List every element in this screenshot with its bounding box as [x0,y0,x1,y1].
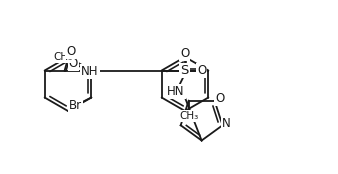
Text: O: O [66,45,75,58]
Text: O: O [69,57,78,70]
Text: CH₃: CH₃ [54,52,73,61]
Text: HN: HN [167,85,184,98]
Text: S: S [180,64,189,77]
Text: NH: NH [81,65,98,78]
Text: O: O [180,47,189,60]
Text: O: O [215,92,224,105]
Text: O: O [197,64,206,77]
Text: N: N [222,117,231,130]
Text: Br: Br [69,99,82,112]
Text: CH₃: CH₃ [179,111,198,121]
